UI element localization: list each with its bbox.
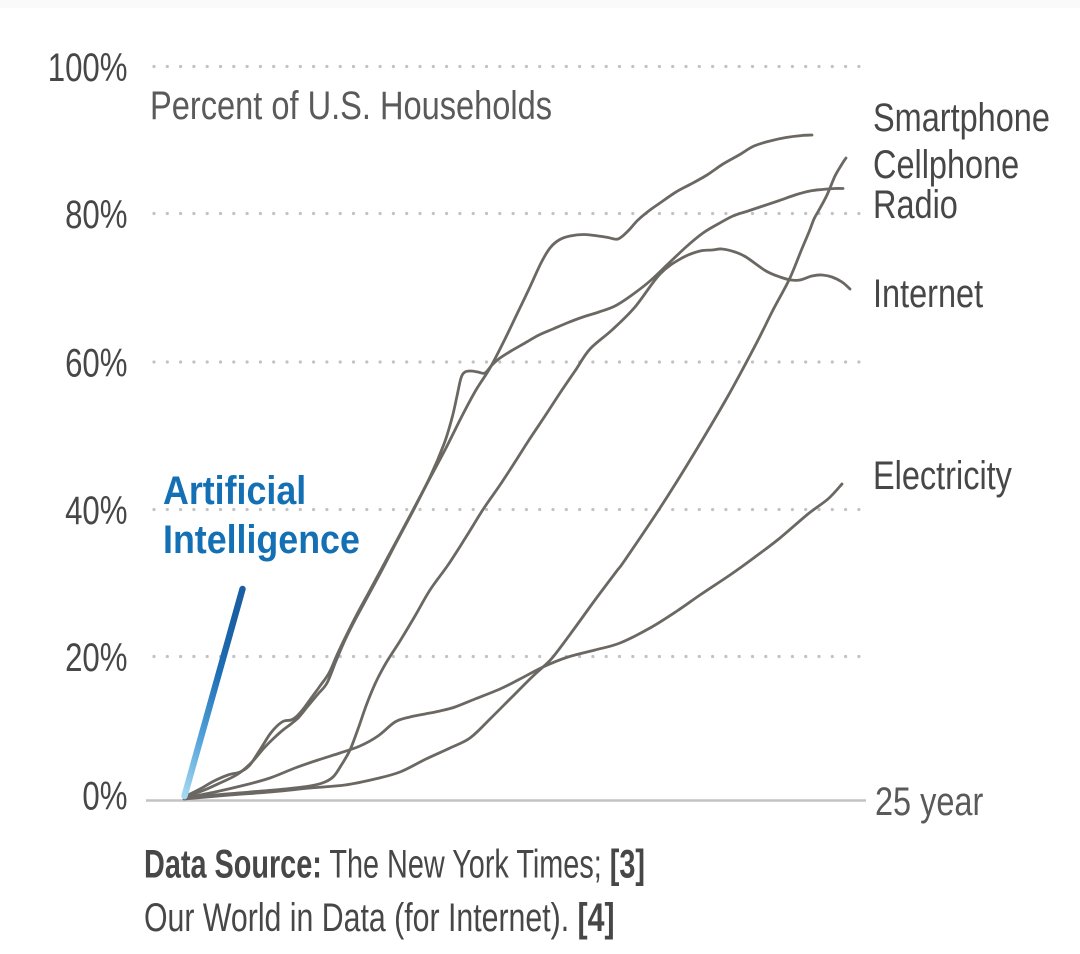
svg-text:Internet: Internet [873, 271, 983, 316]
svg-text:80%: 80% [65, 192, 127, 237]
svg-text:40%: 40% [65, 488, 127, 533]
svg-text:Intelligence: Intelligence [163, 518, 360, 562]
svg-text:Percent of U.S. Households: Percent of U.S. Households [150, 83, 552, 128]
svg-text:Electricity: Electricity [873, 453, 1013, 498]
svg-text:60%: 60% [65, 341, 127, 386]
svg-text:0%: 0% [82, 774, 127, 819]
svg-text:Smartphone: Smartphone [873, 95, 1050, 140]
svg-text:Cellphone: Cellphone [873, 142, 1019, 187]
svg-text:Radio: Radio [873, 182, 958, 227]
svg-text:Data Source: The New York Time: Data Source: The New York Times; [3] [144, 842, 645, 887]
svg-text:Artificial: Artificial [163, 469, 306, 513]
svg-text:Our World in Data (for Interne: Our World in Data (for Internet). [4] [144, 895, 615, 940]
svg-text:20%: 20% [65, 635, 127, 680]
svg-text:25 year: 25 year [875, 779, 983, 824]
svg-text:100%: 100% [48, 45, 128, 90]
